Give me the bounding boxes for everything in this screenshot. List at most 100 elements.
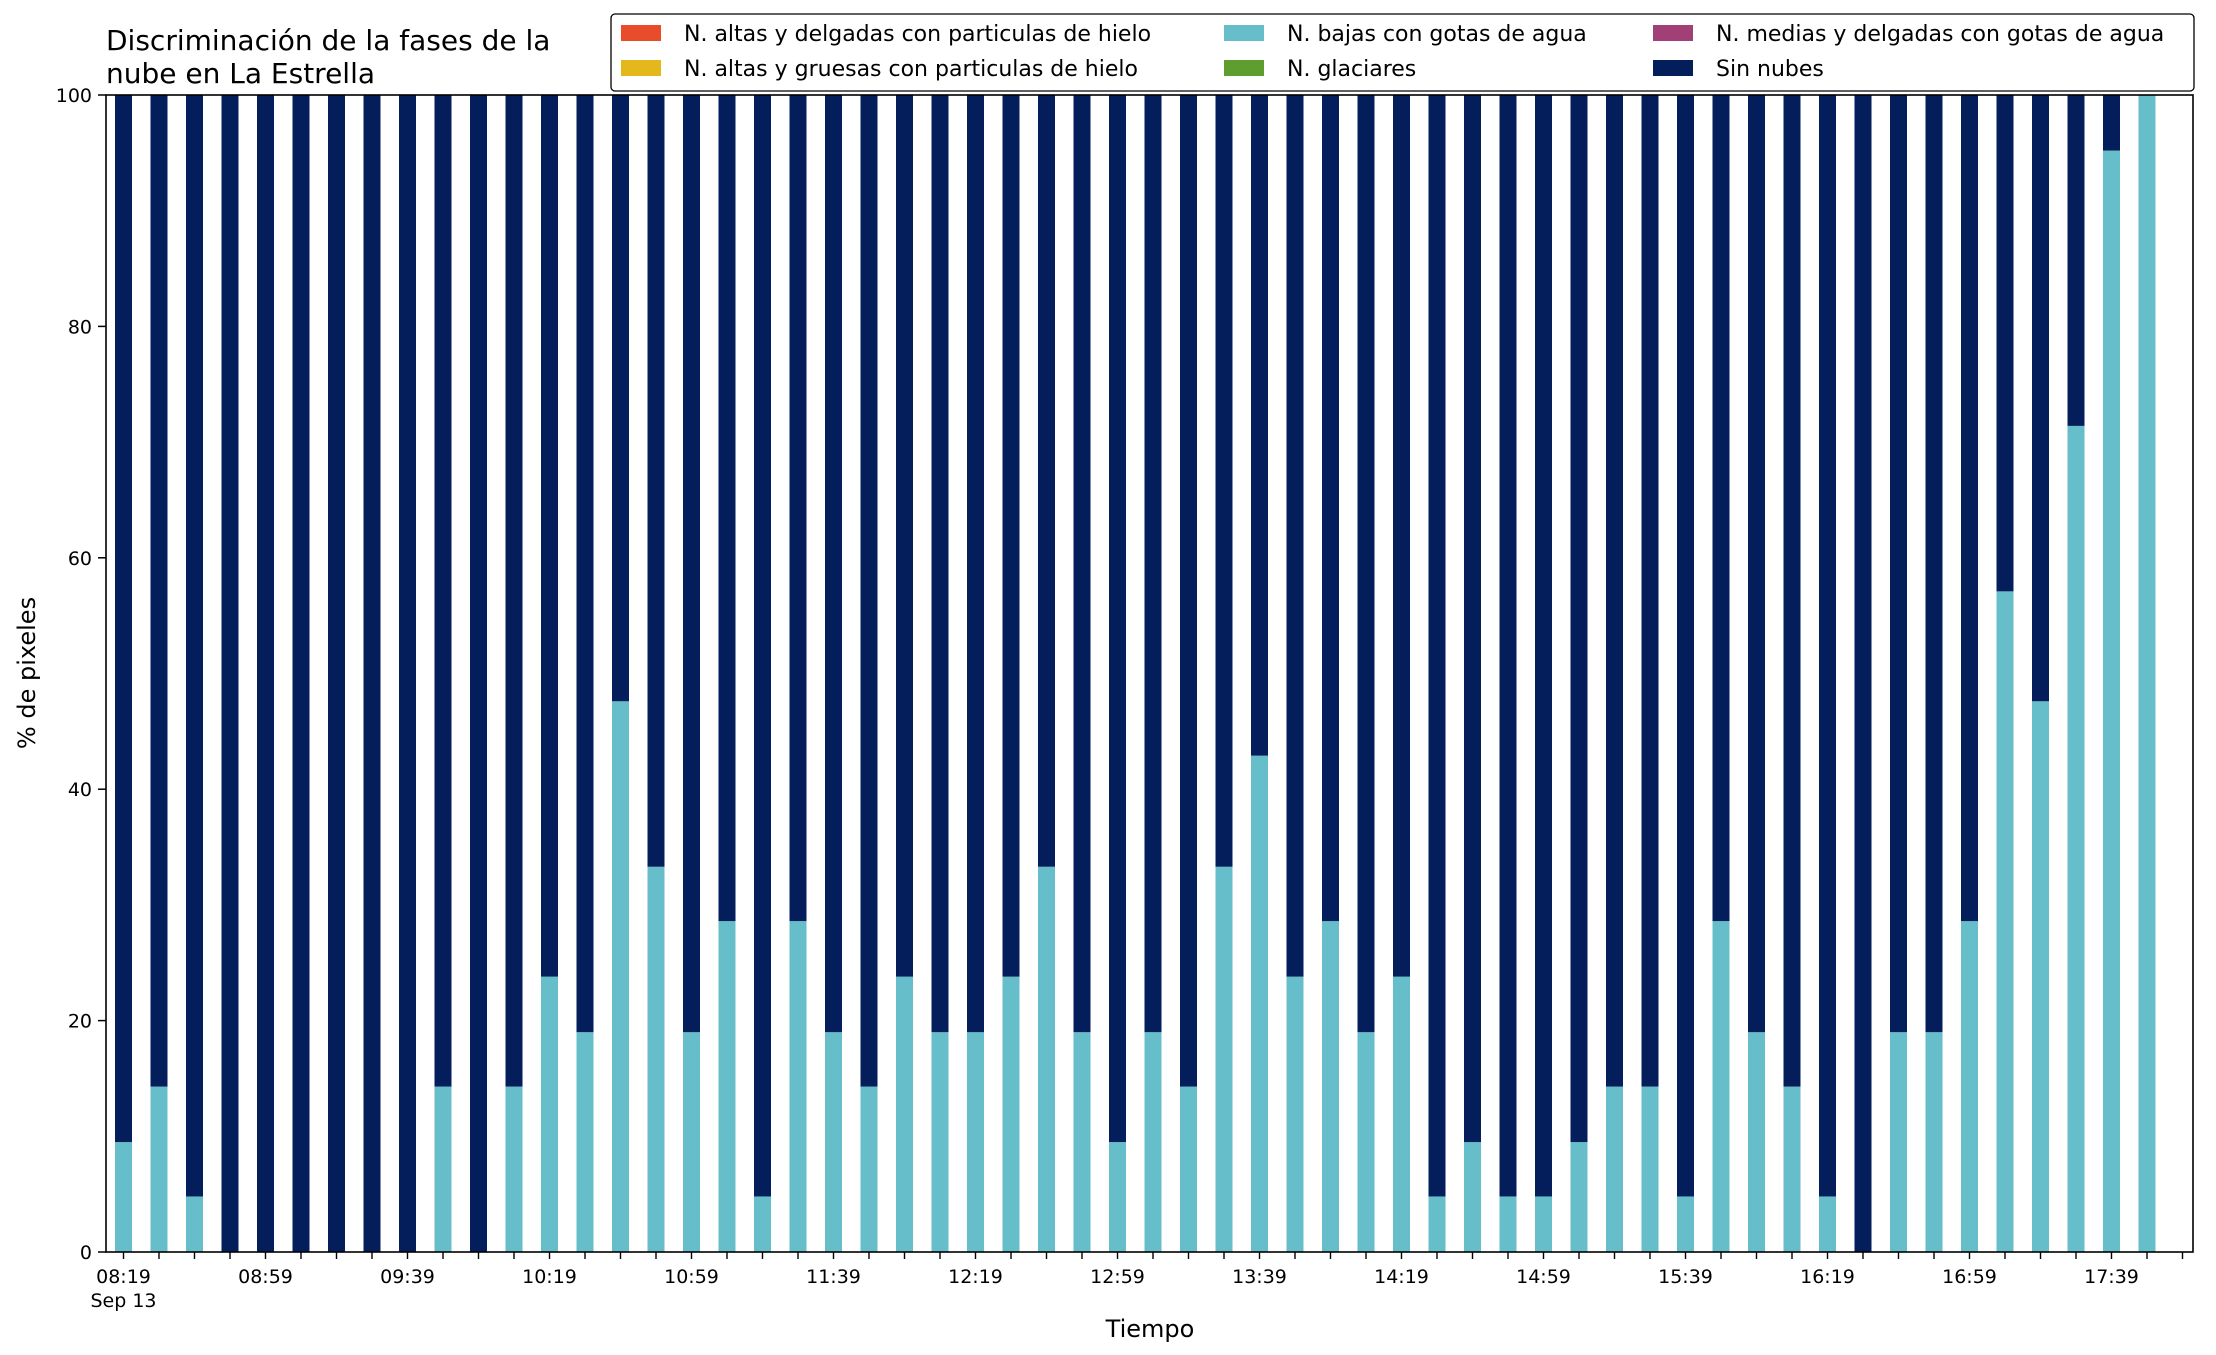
bar-segment-sin-nubes-1559 — [1748, 95, 1765, 1033]
x-axis: 08:19 08:59 09:39 10:19 10:59 11:39 12:19 12:59… — [90, 1252, 2184, 1312]
legend-swatch-n-altas-y-gruesas-con-particulas-de-hielo — [621, 60, 661, 76]
legend-swatch-n-glaciares — [1224, 60, 1264, 76]
y-tick-label-40: 40 — [68, 779, 92, 801]
bar-segment-n-bajas-con-gotas-de-agua-1659 — [1961, 921, 1978, 1252]
chart-title-line-1: Discriminación de la fases de la — [106, 24, 550, 57]
bar-segment-n-bajas-con-gotas-de-agua-1439 — [1464, 1142, 1481, 1252]
bar-segment-n-bajas-con-gotas-de-agua-1049 — [647, 866, 665, 1252]
bar-segment-n-bajas-con-gotas-de-agua-0819 — [115, 1142, 132, 1252]
bar-segment-sin-nubes-1049 — [647, 95, 665, 867]
bar-segment-sin-nubes-0959 — [470, 95, 487, 1252]
legend-label-n-medias-y-delgadas-con-gotas-de-agua: N. medias y delgadas con gotas de agua — [1716, 22, 2164, 47]
bar-segment-n-bajas-con-gotas-de-agua-1109 — [718, 921, 736, 1252]
x-tick-label-1739: 17:39 — [2084, 1266, 2139, 1288]
bar-segment-sin-nubes-1509 — [1570, 95, 1588, 1143]
bar-segment-n-bajas-con-gotas-de-agua-1359 — [1322, 921, 1339, 1252]
bar-segment-n-bajas-con-gotas-de-agua-1029 — [576, 1032, 594, 1252]
bar-segment-sin-nubes-1719 — [2032, 95, 2049, 702]
bar-segment-n-bajas-con-gotas-de-agua-1039 — [612, 701, 629, 1252]
bar-segment-n-bajas-con-gotas-de-agua-1059 — [683, 1032, 700, 1252]
bar-segment-n-bajas-con-gotas-de-agua-1309 — [1144, 1032, 1162, 1252]
bar-segment-n-bajas-con-gotas-de-agua-1609 — [1783, 1086, 1801, 1252]
bar-segment-sin-nubes-0829 — [150, 95, 168, 1087]
bar-segment-n-bajas-con-gotas-de-agua-0829 — [150, 1086, 168, 1252]
x-tick-label-1339: 13:39 — [1232, 1266, 1287, 1288]
bar-segment-n-bajas-con-gotas-de-agua-1249 — [1073, 1032, 1091, 1252]
bar-segment-sin-nubes-0839 — [186, 95, 203, 1197]
bar-segment-sin-nubes-1739 — [2103, 95, 2120, 151]
bar-segment-sin-nubes-1159 — [896, 95, 913, 977]
bar-segment-sin-nubes-0929 — [363, 95, 381, 1252]
bar-segment-sin-nubes-1449 — [1499, 95, 1517, 1197]
bar-segment-n-bajas-con-gotas-de-agua-1159 — [896, 976, 913, 1252]
legend-label-sin-nubes: Sin nubes — [1716, 57, 1824, 82]
y-tick-label-60: 60 — [68, 548, 92, 570]
bar-segment-n-bajas-con-gotas-de-agua-1539 — [1677, 1196, 1694, 1252]
bar-segment-sin-nubes-1349 — [1286, 95, 1304, 977]
bar-segment-n-bajas-con-gotas-de-agua-1149 — [860, 1086, 878, 1252]
bar-segment-n-bajas-con-gotas-de-agua-1019 — [541, 976, 558, 1252]
bar-segment-n-bajas-con-gotas-de-agua-1209 — [931, 1032, 949, 1252]
legend-swatch-sin-nubes — [1653, 60, 1693, 76]
bar-segment-sin-nubes-1039 — [612, 95, 629, 702]
x-tick-label-1619: 16:19 — [1800, 1266, 1855, 1288]
x-tick-label-1419: 14:19 — [1374, 1266, 1429, 1288]
bar-segment-sin-nubes-0909 — [292, 95, 310, 1252]
bar-segment-n-bajas-con-gotas-de-agua-1459 — [1535, 1196, 1552, 1252]
bar-segment-n-bajas-con-gotas-de-agua-1709 — [1996, 591, 2014, 1252]
bar-segment-sin-nubes-0939 — [399, 95, 416, 1252]
bar-segment-sin-nubes-1439 — [1464, 95, 1481, 1143]
x-axis-label: Tiempo — [1105, 1315, 1195, 1343]
bar-segment-sin-nubes-1459 — [1535, 95, 1552, 1197]
bar-segment-sin-nubes-1609 — [1783, 95, 1801, 1087]
bar-segment-sin-nubes-1309 — [1144, 95, 1162, 1033]
bar-segment-n-bajas-con-gotas-de-agua-1739 — [2103, 150, 2120, 1252]
bar-segment-n-bajas-con-gotas-de-agua-0949 — [434, 1086, 452, 1252]
legend-label-n-glaciares: N. glaciares — [1287, 57, 1416, 82]
bar-segment-sin-nubes-1329 — [1215, 95, 1233, 867]
bar-segment-sin-nubes-1419 — [1393, 95, 1410, 977]
bar-segment-n-bajas-con-gotas-de-agua-1419 — [1393, 976, 1410, 1252]
bar-segment-n-bajas-con-gotas-de-agua-1409 — [1357, 1032, 1375, 1252]
x-tick-label-0939: 09:39 — [380, 1266, 435, 1288]
bar-segment-n-bajas-con-gotas-de-agua-1129 — [789, 921, 807, 1252]
bar-segment-n-bajas-con-gotas-de-agua-1639 — [1890, 1032, 1907, 1252]
x-tick-label-1459: 14:59 — [1516, 1266, 1571, 1288]
bar-segment-sin-nubes-1259 — [1109, 95, 1126, 1143]
legend-swatch-n-altas-y-delgadas-con-particulas-de-hielo — [621, 25, 661, 41]
bar-segment-n-bajas-con-gotas-de-agua-1009 — [505, 1086, 523, 1252]
bar-segment-n-bajas-con-gotas-de-agua-1139 — [825, 1032, 842, 1252]
bar-segment-n-bajas-con-gotas-de-agua-1559 — [1748, 1032, 1765, 1252]
bar-segment-sin-nubes-1529 — [1641, 95, 1659, 1087]
bar-segment-sin-nubes-1539 — [1677, 95, 1694, 1197]
bar-segment-n-bajas-con-gotas-de-agua-1729 — [2067, 425, 2085, 1252]
bar-segment-n-bajas-con-gotas-de-agua-1219 — [967, 1032, 984, 1252]
bar-segment-n-bajas-con-gotas-de-agua-1319 — [1180, 1086, 1197, 1252]
bar-segment-n-bajas-con-gotas-de-agua-1259 — [1109, 1142, 1126, 1252]
bar-segment-sin-nubes-1549 — [1712, 95, 1730, 922]
bar-segment-sin-nubes-1059 — [683, 95, 700, 1033]
bars-group — [115, 95, 2156, 1252]
bar-segment-n-bajas-con-gotas-de-agua-1339 — [1251, 755, 1268, 1252]
bar-segment-sin-nubes-1129 — [789, 95, 807, 922]
bar-segment-sin-nubes-1319 — [1180, 95, 1197, 1087]
bar-segment-sin-nubes-1709 — [1996, 95, 2014, 592]
bar-segment-sin-nubes-1229 — [1002, 95, 1020, 977]
x-tick-label-0859: 08:59 — [238, 1266, 293, 1288]
bar-segment-n-bajas-con-gotas-de-agua-1429 — [1428, 1196, 1446, 1252]
legend: N. altas y delgadas con particulas de hi… — [610, 13, 2195, 92]
bar-segment-sin-nubes-1149 — [860, 95, 878, 1087]
bar-segment-sin-nubes-1729 — [2067, 95, 2085, 426]
bar-segment-sin-nubes-1639 — [1890, 95, 1907, 1033]
x-tick-label-1139: 11:39 — [806, 1266, 861, 1288]
bar-segment-sin-nubes-1659 — [1961, 95, 1978, 922]
bar-segment-sin-nubes-0819 — [115, 95, 132, 1143]
bar-segment-sin-nubes-1619 — [1819, 95, 1836, 1197]
bar-segment-sin-nubes-0949 — [434, 95, 452, 1087]
x-date-label: Sep 13 — [90, 1290, 156, 1312]
bar-segment-sin-nubes-1029 — [576, 95, 594, 1033]
bar-segment-sin-nubes-1339 — [1251, 95, 1268, 756]
plot-frame — [105, 94, 2194, 1253]
bar-segment-n-bajas-con-gotas-de-agua-1229 — [1002, 976, 1020, 1252]
legend-swatch-n-medias-y-delgadas-con-gotas-de-agua — [1653, 25, 1693, 41]
